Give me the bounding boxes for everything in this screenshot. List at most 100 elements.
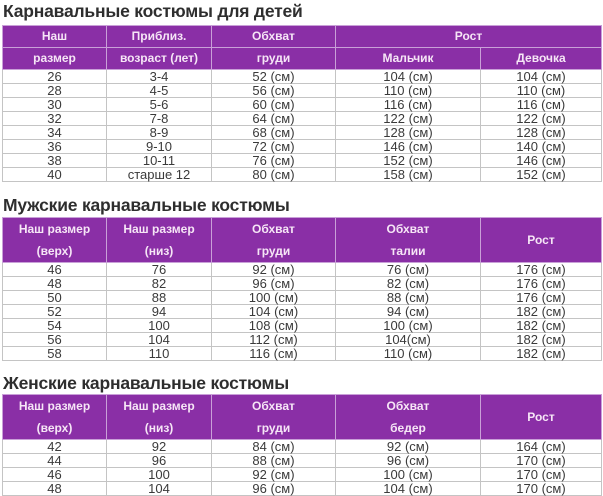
table-cell: 158 (см) — [335, 167, 481, 182]
header-line: бедер — [390, 421, 426, 435]
table-cell: 108 (см) — [211, 318, 336, 333]
table-cell: 92 — [106, 439, 212, 454]
table-cell: 48 — [2, 276, 107, 291]
table-cell: 7-8 — [106, 111, 212, 126]
table-cell: 88 (см) — [211, 453, 336, 468]
header-line: Обхват — [386, 399, 430, 413]
table-cell: 46 — [2, 262, 107, 277]
table-cell: 92 (см) — [211, 467, 336, 482]
header-age-bottom: возраст (лет) — [106, 47, 212, 70]
table-row: 48 104 96 (см) 104 (см) 170 (см) — [2, 481, 602, 496]
women-table-body: 42 92 84 (см) 92 (см) 164 (см) 44 96 88 (см) 96 … — [2, 439, 602, 496]
table-row: 50 88 100 (см) 88 (см) 176 (см) — [2, 290, 602, 305]
table-row: 58 110 116 (см) 110 (см) 182 (см) — [2, 346, 602, 361]
header-line: талии — [390, 244, 426, 258]
table-cell: 96 (см) — [211, 276, 336, 291]
table-row: 34 8-9 68 (см) 128 (см) 128 (см) — [2, 125, 602, 140]
header-line: (низ) — [144, 421, 174, 435]
table-cell: 5-6 — [106, 97, 212, 112]
table-cell: 82 (см) — [335, 276, 481, 291]
table-cell: 104 (см) — [480, 69, 602, 84]
table-cell: 112 (см) — [211, 332, 336, 347]
table-cell: 104 — [106, 481, 212, 496]
table-cell: 48 — [2, 481, 107, 496]
table-cell: 116 (см) — [480, 97, 602, 112]
table-cell: 54 — [2, 318, 107, 333]
table-cell: 50 — [2, 290, 107, 305]
table-cell: 176 (см) — [480, 290, 602, 305]
table-cell: 164 (см) — [480, 439, 602, 454]
table-cell: 68 (см) — [211, 125, 336, 140]
table-row: 46 76 92 (см) 76 (см) 176 (см) — [2, 262, 602, 277]
table-cell: 52 — [2, 304, 107, 319]
table-cell: 34 — [2, 125, 107, 140]
table-cell: 104 (см) — [335, 69, 481, 84]
table-cell: 170 (см) — [480, 481, 602, 496]
table-row: 28 4-5 56 (см) 110 (см) 110 (см) — [2, 83, 602, 98]
table-row: 46 100 92 (см) 100 (см) 170 (см) — [2, 467, 602, 482]
table-cell: 56 (см) — [211, 83, 336, 98]
table-cell: 96 (см) — [211, 481, 336, 496]
table-cell: 88 (см) — [335, 290, 481, 305]
table-cell: 182 (см) — [480, 346, 602, 361]
table-cell: 116 (см) — [211, 346, 336, 361]
header-line: Наш размер — [123, 399, 195, 413]
header-height: Рост — [335, 25, 602, 48]
table-cell: 140 (см) — [480, 139, 602, 154]
header-line: (низ) — [144, 244, 174, 258]
header-cell: Наш размер (верх) — [2, 394, 107, 440]
table-cell: 76 (см) — [335, 262, 481, 277]
table-row: 52 94 104 (см) 94 (см) 182 (см) — [2, 304, 602, 319]
table-cell: 46 — [2, 467, 107, 482]
header-line: Рост — [527, 233, 555, 247]
table-cell: 100 (см) — [335, 318, 481, 333]
table-cell: 28 — [2, 83, 107, 98]
table-cell: 64 (см) — [211, 111, 336, 126]
table-row: 26 3-4 52 (см) 104 (см) 104 (см) — [2, 69, 602, 84]
table-cell: 3-4 — [106, 69, 212, 84]
table-row: 42 92 84 (см) 92 (см) 164 (см) — [2, 439, 602, 454]
table-cell: 72 (см) — [211, 139, 336, 154]
table-cell: 8-9 — [106, 125, 212, 140]
kids-size-table: Наш Приблиз. Обхват Рост размер возраст … — [2, 25, 602, 182]
table-cell: 92 (см) — [211, 262, 336, 277]
table-cell: 116 (см) — [335, 97, 481, 112]
header-line: Обхват — [252, 222, 295, 236]
header-chest-top: Обхват — [211, 25, 336, 48]
header-cell: Наш размер (низ) — [106, 394, 212, 440]
header-size-top: Наш — [2, 25, 107, 48]
table-cell: 182 (см) — [480, 304, 602, 319]
table-cell: старше 12 — [106, 167, 212, 182]
header-line: Рост — [527, 410, 555, 424]
men-table-body: 46 76 92 (см) 76 (см) 176 (см) 48 82 96 (см) 82 … — [2, 262, 602, 361]
table-cell: 128 (см) — [480, 125, 602, 140]
table-row: 38 10-11 76 (см) 152 (см) 146 (см) — [2, 153, 602, 168]
table-cell: 94 — [106, 304, 212, 319]
table-cell: 104 (см) — [211, 304, 336, 319]
header-line: Наш размер — [18, 399, 91, 413]
header-line: Обхват — [252, 399, 295, 413]
table-cell: 58 — [2, 346, 107, 361]
women-table-title: Женские карнавальные костюмы — [3, 373, 289, 393]
men-table-title: Мужские карнавальные костюмы — [3, 195, 290, 215]
header-line: Наш размер — [123, 222, 195, 236]
table-cell: 76 (см) — [211, 153, 336, 168]
table-cell: 146 (см) — [480, 153, 602, 168]
table-cell: 60 (см) — [211, 97, 336, 112]
table-cell: 100 (см) — [211, 290, 336, 305]
table-cell: 30 — [2, 97, 107, 112]
table-row: 56 104 112 (см) 104(см) 182 (см) — [2, 332, 602, 347]
table-cell: 26 — [2, 69, 107, 84]
table-cell: 80 (см) — [211, 167, 336, 182]
table-cell: 110 (см) — [335, 83, 481, 98]
table-cell: 56 — [2, 332, 107, 347]
table-cell: 32 — [2, 111, 107, 126]
table-cell: 100 (см) — [335, 467, 481, 482]
table-cell: 104(см) — [335, 332, 481, 347]
table-cell: 96 (см) — [335, 453, 481, 468]
header-cell: Обхват талии — [335, 217, 481, 263]
header-cell: Рост — [480, 217, 602, 263]
table-row: 40 старше 12 80 (см) 158 (см) 152 (см) — [2, 167, 602, 182]
table-row: 36 9-10 72 (см) 146 (см) 140 (см) — [2, 139, 602, 154]
header-line: груди — [256, 244, 291, 258]
